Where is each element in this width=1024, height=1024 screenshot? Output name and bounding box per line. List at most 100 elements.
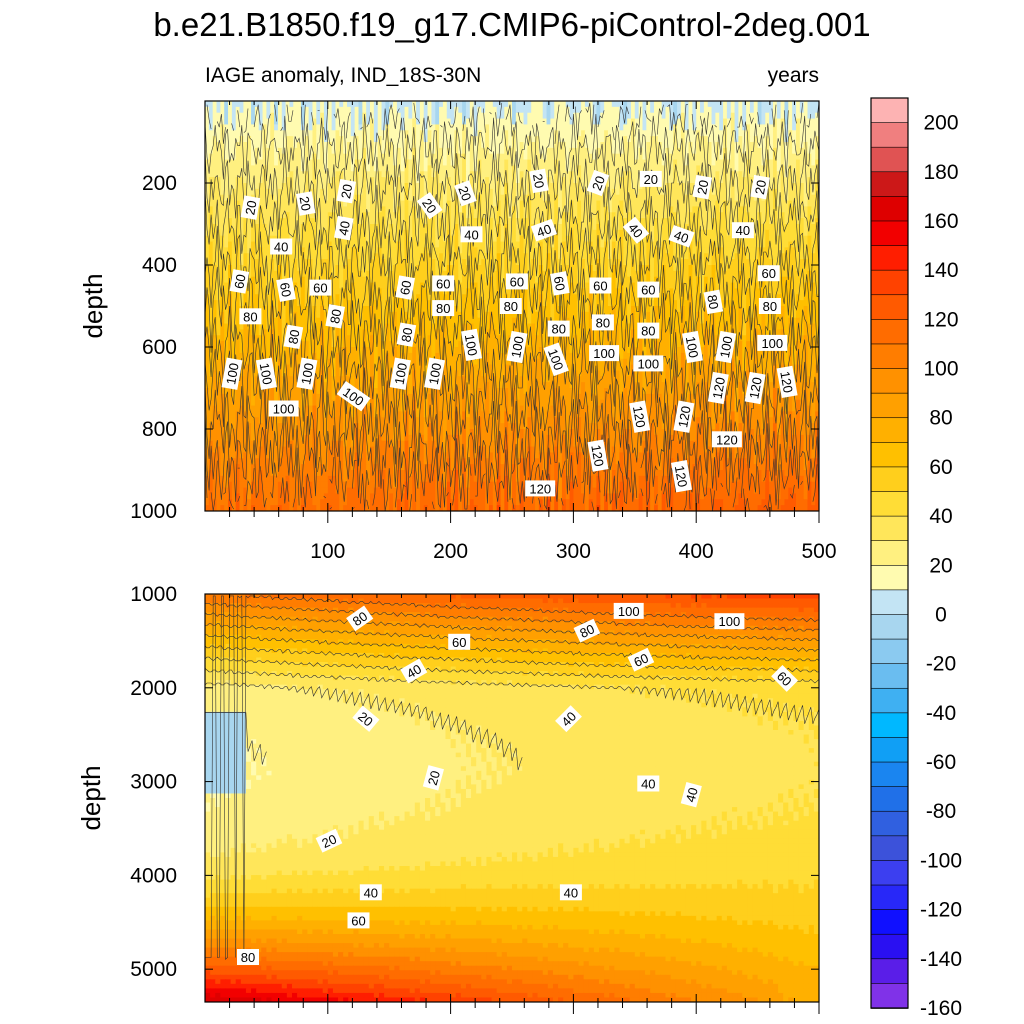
contour-label: 100 bbox=[296, 357, 318, 390]
contour-label: 80 bbox=[591, 314, 614, 331]
colorbar-swatch bbox=[870, 269, 909, 296]
colorbar-label: -100 bbox=[920, 849, 962, 872]
colorbar-swatch bbox=[870, 466, 909, 493]
colorbar-swatch bbox=[870, 687, 909, 714]
colorbar-label: 120 bbox=[923, 308, 958, 331]
colorbar-label: -20 bbox=[926, 653, 956, 676]
contour-label: 120 bbox=[587, 439, 609, 472]
contour-label: 100 bbox=[543, 342, 569, 377]
contour-label: 80 bbox=[573, 618, 601, 643]
contour-label: 20 bbox=[454, 180, 477, 207]
x-tick-label: 300 bbox=[556, 540, 591, 563]
contour-label: 120 bbox=[711, 431, 742, 448]
x-tick-label: 200 bbox=[433, 540, 468, 563]
colorbar-swatch bbox=[870, 761, 909, 788]
y-tick-label: 4000 bbox=[130, 864, 177, 887]
contour-label: 20 bbox=[352, 705, 380, 732]
lower-fill-bands bbox=[205, 594, 819, 1002]
colorbar-swatch bbox=[870, 515, 909, 542]
x-tick-label: 100 bbox=[310, 540, 345, 563]
colorbar-label: 180 bbox=[923, 161, 958, 184]
contour-label: 40 bbox=[622, 216, 650, 244]
contour-label: 20 bbox=[529, 168, 549, 194]
contour-label: 60 bbox=[347, 912, 370, 929]
colorbar-swatch bbox=[870, 368, 909, 394]
contour-label: 20 bbox=[315, 828, 343, 853]
upper-plot-frame bbox=[204, 100, 820, 512]
contour-label: 40 bbox=[680, 782, 702, 808]
colorbar-label: -80 bbox=[926, 800, 956, 823]
colorbar-swatch bbox=[870, 860, 909, 886]
contour-label: 60 bbox=[757, 265, 780, 282]
colorbar-swatch bbox=[870, 884, 909, 911]
contour-label: 100 bbox=[506, 330, 528, 364]
lower-panel: 80 60 40 20 20 20 40 60 80 40 40 80 100 60 40 40 100 60 1… bbox=[76, 583, 820, 1014]
contour-label: 40 bbox=[270, 238, 293, 255]
colorbar-label: 60 bbox=[929, 456, 952, 479]
colorbar-label: 200 bbox=[923, 112, 958, 135]
contour-label: 40 bbox=[559, 884, 582, 901]
colorbar-label: -60 bbox=[926, 751, 956, 774]
colorbar-swatch bbox=[870, 491, 909, 517]
contour-label: 100 bbox=[714, 613, 745, 630]
contour-label: 100 bbox=[757, 334, 788, 351]
contour-label: 60 bbox=[550, 271, 570, 296]
y-tick-label: 600 bbox=[142, 336, 177, 359]
colorbar-swatch bbox=[870, 638, 909, 665]
contour-label: 100 bbox=[268, 400, 299, 417]
contour-label: 60 bbox=[448, 633, 471, 650]
contour-label: 80 bbox=[325, 304, 345, 329]
contour-label: 120 bbox=[671, 460, 692, 493]
x-tick-label: 400 bbox=[679, 540, 714, 563]
contour-label: 40 bbox=[637, 775, 660, 792]
contour-label: 60 bbox=[771, 664, 799, 692]
contour-label: 40 bbox=[555, 705, 582, 733]
lower-axis-ticks: 1000 2000 3000 4000 5000 bbox=[130, 583, 820, 1014]
contour-label: 80 bbox=[547, 320, 570, 337]
colorbar-label: -120 bbox=[920, 899, 962, 922]
lower-ylabel: depth bbox=[76, 765, 106, 830]
contour-label: 100 bbox=[633, 355, 664, 372]
y-tick-label: 400 bbox=[142, 254, 177, 277]
colorbar-label: 160 bbox=[923, 210, 958, 233]
contour-label: 100 bbox=[424, 357, 446, 390]
colorbar-label: -160 bbox=[920, 997, 962, 1020]
contour-label: 80 bbox=[346, 605, 374, 632]
colorbar-swatch bbox=[870, 564, 909, 591]
y-tick-label: 1000 bbox=[130, 583, 177, 606]
colorbar-swatch bbox=[870, 737, 909, 763]
contour-label: 60 bbox=[229, 269, 250, 294]
contour-label: 20 bbox=[336, 178, 356, 204]
y-tick-label: 2000 bbox=[130, 677, 177, 700]
colorbar-label: 20 bbox=[929, 554, 952, 577]
contour-label: 100 bbox=[613, 602, 644, 619]
colorbar-swatch bbox=[870, 442, 909, 468]
colorbar-swatch bbox=[870, 417, 909, 444]
colorbar: 200180160140120100806040200-20-40-60-80-… bbox=[870, 97, 962, 1020]
contour-label: 60 bbox=[395, 275, 415, 300]
contour-label: 20 bbox=[586, 169, 610, 197]
contour-label: 40 bbox=[668, 225, 695, 248]
colorbar-swatch bbox=[870, 122, 909, 148]
colorbar-label: 80 bbox=[929, 407, 952, 430]
lower-contour-labels: 80 60 40 20 20 20 40 60 80 40 40 80 100 60 40 40 100 60 bbox=[237, 602, 799, 965]
contour-label: 100 bbox=[715, 330, 737, 364]
contour-label: 80 bbox=[239, 308, 262, 325]
contour-label: 80 bbox=[396, 322, 417, 347]
upper-panel: 20 20 20 20 20 20 20 20 20 20 40 40 40 40 40 40 40 60 60 60… bbox=[78, 100, 837, 563]
contour-label: 80 bbox=[432, 300, 455, 317]
contour-label: 40 bbox=[359, 884, 382, 901]
y-tick-label: 200 bbox=[142, 172, 177, 195]
colorbar-label: 100 bbox=[923, 358, 958, 381]
y-tick-label: 3000 bbox=[130, 771, 177, 794]
colorbar-swatch bbox=[870, 220, 909, 247]
contour-label: 60 bbox=[276, 277, 296, 302]
contour-label: 100 bbox=[461, 328, 482, 362]
colorbar-label: -140 bbox=[920, 948, 962, 971]
colorbar-swatch bbox=[870, 909, 909, 936]
contour-label: 60 bbox=[627, 647, 655, 672]
contour-label: 100 bbox=[255, 357, 277, 390]
contour-label: 20 bbox=[422, 765, 444, 791]
colorbar-swatch bbox=[870, 983, 909, 1009]
